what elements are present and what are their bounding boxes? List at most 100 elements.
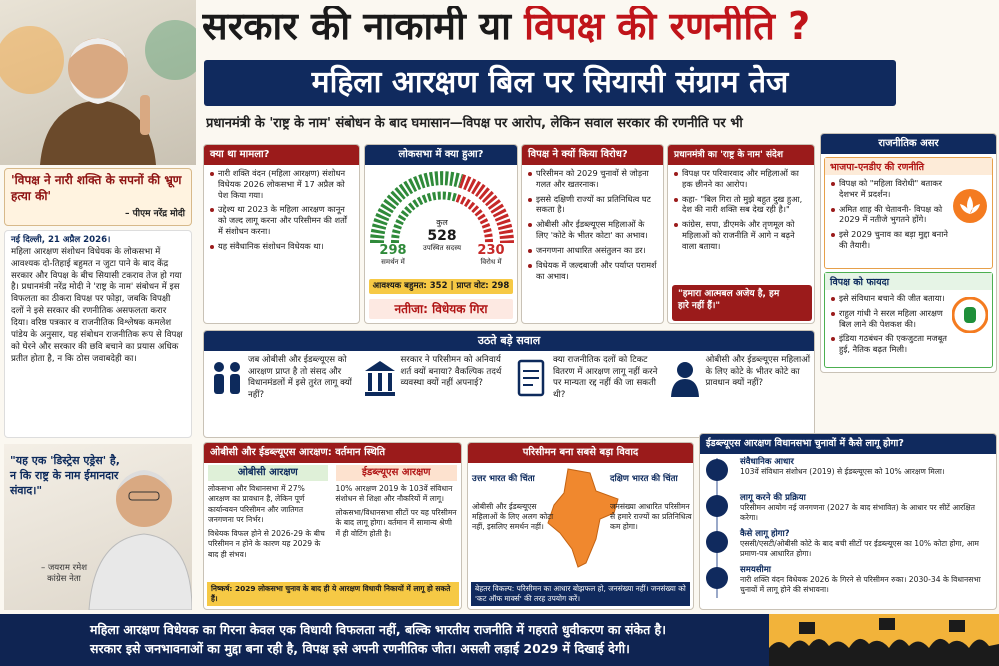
bullet: यह संवैधानिक संशोधन विधेयक था। [210,241,353,252]
photo-illustration [88,470,192,610]
icon [214,362,240,394]
for-value: 298 [379,243,407,258]
lotus-icon [953,189,987,223]
decoration [128,491,160,501]
quote2-box: "यह एक 'डिस्ट्रेस एड्रेस' है, न कि राष्ट… [4,444,192,610]
impact-box: राजनीतिक असर भाजपा-एनडीए की रणनीति विपक्… [820,133,997,373]
against-label: विरोध में [480,258,502,266]
bullet: इसे संविधान बचाने की जीत बताया। [831,293,949,304]
questions-box: उठते बड़े सवाल जब ओबीसी और ईडब्ल्यूएस को… [203,330,815,438]
ews-column: ईडब्ल्यूएस आरक्षण 10% आरक्षण 2019 के 103… [332,463,462,562]
step-title: कैसे लागू होगा? [740,529,790,539]
step-text: परिसीमन आयोग नई जनगणना (2027 के बाद संभा… [740,503,976,522]
section-title: राजनीतिक असर [821,134,996,154]
bullet: विपक्ष पर परिवारवाद और महिलाओं का हक छीन… [674,168,808,190]
delimitation-box: परिसीमन बना सबसे बड़ा विवाद उत्तर भारत क… [467,442,694,610]
decoration [706,531,728,553]
bullet-list: विपक्ष पर परिवारवाद और महिलाओं का हक छीन… [668,165,814,259]
pm-address-box: प्रधानमंत्री का 'राष्ट्र के नाम' संदेश व… [667,144,815,324]
step-title: समयसीमा [740,565,771,575]
decoration [230,362,240,372]
body-text: महिला आरक्षण संशोधन विधेयक के लोकसभा में… [11,246,183,364]
bullet: विपक्ष को "महिला विरोधी" बताकर देशभर में… [831,178,949,200]
decoration [88,533,192,610]
question: क्या राजनीतिक दलों को टिकट वितरण में आरक… [509,351,662,405]
decoration [964,307,976,323]
case-box: क्या था मामला? नारी शक्ति वंदन (महिला आर… [203,144,360,324]
decoration [949,620,965,632]
reservation-box: ओबीसी और ईडब्ल्यूएस आरक्षण: वर्तमान स्थि… [203,442,462,610]
ews-title: ईडब्ल्यूएस आरक्षण [335,465,457,481]
bullet: कहा- "बिल गिरा तो मुझे बहुत दुख हुआ, देश… [674,194,808,216]
decoration [706,459,728,481]
decoration [960,196,980,214]
decoration [547,468,619,568]
north-title: उत्तर भारत की चिंता [472,474,535,484]
decoration [214,362,224,372]
title-part1: सरकार की नाकामी या [202,6,511,48]
footer-line: महिला आरक्षण विधेयक का गिरना केवल एक विध… [90,622,666,637]
decoration [716,458,718,598]
india-map [547,468,619,568]
decoration [367,373,372,391]
decoration [387,373,392,391]
question-text: सरकार ने परिसीमन को अनिवार्य शर्त क्यों … [400,355,502,389]
bullet: इसे 2029 चुनाव का बड़ा मुद्दा बनाने की त… [831,229,949,251]
decoration [799,622,815,634]
icon [517,359,545,397]
loksabha-box: लोकसभा में क्या हुआ? कुल 528 उपस्थित सदस… [364,144,518,324]
bullet: परिसीमन को 2029 चुनावों से जोड़ना गलत और… [528,168,657,190]
bullet: नारी शक्ति वंदन (महिला आरक्षण) संशोधन वि… [210,168,353,200]
question-text: क्या राजनीतिक दलों को टिकट वितरण में आरक… [553,355,658,400]
opposition-gain-box: विपक्ष को फायदा इसे संविधान बचाने की जीत… [824,272,993,368]
icon [706,459,728,481]
subtitle: महिला आरक्षण बिल पर सियासी संग्राम तेज [204,60,896,106]
section-title: उठते बड़े सवाल [204,331,814,351]
ews-box: ईडब्ल्यूएस आरक्षण विधानसभा चुनावों में क… [699,433,997,610]
bullet-list: विपक्ष को "महिला विरोधी" बताकर देशभर में… [825,175,955,258]
pm-quote: "हमारा आत्मबल अजेय है, हम हारे नहीं हैं।… [672,285,812,321]
quote2-author-role: कांग्रेस नेता [47,574,81,584]
question: जब ओबीसी और ईडब्ल्यूएस को आरक्षण प्राप्त… [204,351,357,405]
section-title: परिसीमन बना सबसे बड़ा विवाद [468,443,693,463]
bullet-list: नारी शक्ति वंदन (महिला आरक्षण) संशोधन वि… [204,165,359,259]
decoration [70,80,126,104]
subsection-title: विपक्ष को फायदा [825,273,992,290]
decoration [370,171,464,244]
for-label: समर्थन में [381,258,405,266]
decoration [670,379,699,397]
decoration [390,191,459,244]
bullet: कांग्रेस, सपा, डीएमके और तृणमूल को महिला… [674,219,808,251]
icon [670,362,699,397]
against-value: 230 [477,243,505,258]
question: ओबीसी और ईडब्ल्यूएस महिलाओं के लिए कोटे … [662,351,815,405]
steps: संवैधानिक आधार 103वें संविधान संशोधन (201… [700,454,996,604]
for: 298 समर्थन में [371,243,415,267]
step-text: 103वें संविधान संशोधन (2019) से ईडब्ल्यू… [740,467,945,476]
decoration [706,495,728,517]
obc-text: विधेयक विफल होने से 2026-29 के बीच परिसी… [208,528,325,559]
bullet: विधेयक में जल्दबाजी और पर्याप्त परामर्श … [528,260,657,282]
photo-pm [0,0,196,165]
question-row: जब ओबीसी और ईडब्ल्यूएस को आरक्षण प्राप्त… [204,351,814,405]
decoration [68,38,128,98]
decoration [458,174,514,244]
decoration [214,374,224,394]
decoration [70,38,126,58]
obc-column: ओबीसी आरक्षण लोकसभा और विधानसभा में 27% … [204,463,332,562]
step: कैसे लागू होगा? एससी/एसटी/ओबीसी कोटे के ब… [706,528,992,564]
bullet: जनगणना आधारित असंतुलन का डर। [528,245,657,256]
decoration [40,100,156,165]
hand-icon [952,297,988,333]
title-part2: विपक्ष की रणनीति ? [524,6,811,48]
title: सरकार की नाकामी या विपक्ष की रणनीति ? [202,6,902,56]
total: कुल 528 उपस्थित सदस्य [417,217,467,253]
dateline: नई दिल्ली, 21 अप्रैल 2026। [11,235,111,245]
result: नतीजा: विधेयक गिरा [369,299,513,319]
against: 230 विरोध में [469,243,513,267]
decoration [879,618,895,630]
south-text: जनसंख्या आधारित परिसीमन से हमारे राज्यों… [610,502,692,531]
decoration [230,374,240,394]
section-title: क्या था मामला? [204,145,359,165]
